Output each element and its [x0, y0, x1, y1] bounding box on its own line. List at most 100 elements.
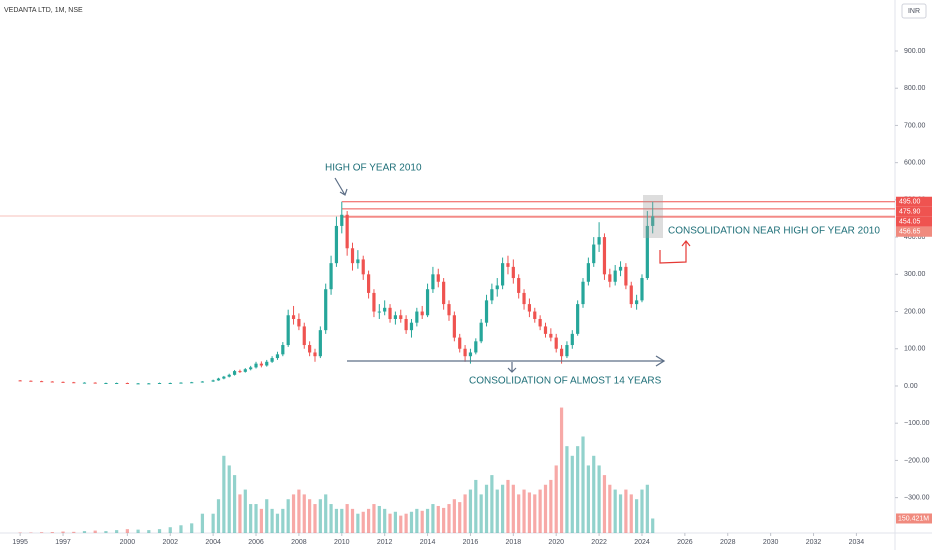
candle-body: [538, 318, 542, 327]
candle-body: [506, 263, 510, 267]
volume-bar: [308, 499, 312, 533]
x-tick-label: 2000: [120, 539, 136, 546]
volume-bar: [463, 494, 467, 533]
candle-body: [291, 315, 296, 319]
volume-bar: [409, 511, 414, 533]
candle-body: [522, 292, 526, 305]
x-tick-label: 2002: [162, 539, 178, 546]
candle-body: [313, 352, 317, 357]
candle-body: [581, 281, 585, 305]
x-tick-label: 2012: [377, 539, 393, 546]
volume-bar: [554, 465, 558, 533]
x-tick-label: 1995: [12, 539, 28, 546]
candle-body: [383, 307, 387, 312]
candle-body: [286, 315, 290, 346]
volume-bar: [168, 527, 172, 533]
x-tick-label: 2032: [806, 539, 822, 546]
candle-body: [409, 322, 414, 331]
candle-body: [517, 278, 521, 293]
volume-bar: [640, 489, 644, 533]
volume-bar: [334, 508, 339, 533]
candle-body: [543, 326, 548, 334]
x-tick-label: 2018: [506, 539, 522, 546]
volume-bar: [61, 531, 65, 533]
candle-body: [265, 361, 269, 366]
breakout-arrow: [659, 240, 691, 264]
volume-bar: [624, 489, 628, 533]
candle-body: [613, 270, 617, 282]
volume-bar: [232, 475, 237, 533]
volume-bar: [291, 494, 296, 533]
candle-body: [586, 263, 590, 282]
volume-bar: [254, 504, 258, 533]
candle-body: [297, 318, 301, 327]
volume-bar: [361, 511, 365, 533]
candle-body: [104, 383, 108, 385]
price-label: 454.05: [899, 219, 921, 226]
volume-bar: [259, 508, 263, 533]
candle-body: [356, 259, 360, 264]
volume-bar: [570, 455, 574, 533]
candle-body: [474, 341, 478, 353]
volume-label: 150.421M: [898, 515, 929, 522]
candle-body: [608, 274, 612, 282]
volume-bar: [490, 475, 494, 533]
volume-bar: [651, 518, 655, 533]
price-label-box: [896, 196, 932, 207]
volume-bar: [93, 530, 97, 533]
volume-bar: [72, 531, 76, 533]
candle-body: [602, 237, 607, 275]
candle-body: [302, 326, 306, 346]
candle-body: [549, 333, 553, 338]
candle-body: [463, 348, 467, 357]
consol-arrow: [507, 362, 517, 373]
volume-bar: [565, 446, 569, 533]
y-tick-label: 700.00: [904, 122, 926, 129]
x-tick-label: 2034: [849, 539, 865, 546]
candle-body: [495, 285, 499, 290]
x-tick-label: 2020: [548, 539, 564, 546]
candle-body: [115, 383, 119, 385]
candle-body: [243, 369, 247, 372]
candle-body: [29, 380, 33, 382]
volume-bar: [222, 455, 226, 533]
volume-bar: [592, 455, 596, 533]
volume-bar: [613, 489, 617, 533]
volume-bar: [506, 479, 510, 533]
currency: INR: [908, 8, 920, 15]
x-tick-label: 2024: [634, 539, 650, 546]
candle-body: [570, 333, 574, 346]
volume-bar: [383, 508, 387, 533]
x-tick-label: 2008: [291, 539, 307, 546]
x-tick-label: 2006: [248, 539, 264, 546]
volume-bar: [265, 499, 269, 533]
plot: [0, 201, 895, 533]
x-tick-label: 2026: [677, 539, 693, 546]
volume-bar: [216, 499, 221, 533]
volume-bar: [243, 489, 247, 533]
candle-body: [324, 289, 328, 331]
candle-body: [334, 225, 339, 264]
x-tick-label: 2010: [334, 539, 350, 546]
candle-body: [624, 266, 628, 286]
candle-body: [377, 311, 381, 313]
volume-bar: [200, 513, 205, 533]
candle-body: [372, 292, 376, 312]
candle-body: [366, 274, 371, 293]
volume-bar: [420, 510, 424, 533]
candle-body: [635, 300, 639, 305]
candle-body: [468, 352, 473, 357]
volume-bar: [275, 513, 280, 533]
candle-body: [190, 382, 194, 384]
candle-body: [404, 318, 408, 331]
volume-bar: [645, 484, 649, 533]
candle-body: [388, 307, 392, 319]
price-label: 456.65: [899, 229, 921, 236]
annotation: HIGH OF YEAR 2010: [325, 163, 422, 174]
candle-body: [490, 289, 494, 301]
volume-bar: [581, 436, 585, 533]
volume-bar: [270, 508, 274, 533]
candle-body: [511, 266, 515, 279]
volume-bar: [495, 489, 499, 533]
